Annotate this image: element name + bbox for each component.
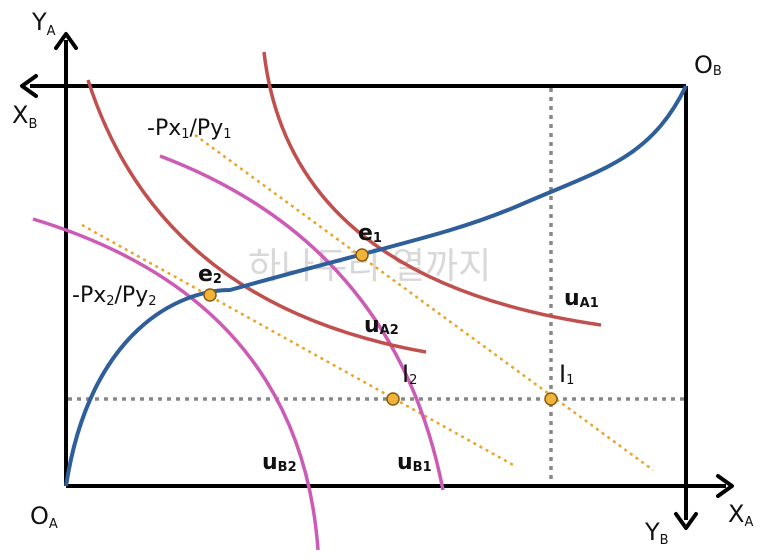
indifference-curve-ub1 bbox=[159, 154, 445, 491]
point-e1 bbox=[355, 248, 369, 262]
y-a-arrowhead bbox=[54, 32, 78, 50]
label-e1: e1 bbox=[358, 221, 382, 246]
price-lines bbox=[81, 133, 654, 472]
point-i1 bbox=[544, 392, 558, 406]
point-i2 bbox=[386, 392, 400, 406]
a-indifference-curves bbox=[86, 51, 602, 354]
label-i2: I2 bbox=[402, 360, 417, 388]
label-y-b: YB bbox=[644, 518, 669, 548]
equilibrium-points bbox=[203, 248, 558, 406]
price-line-2 bbox=[81, 223, 516, 468]
label-ub2: uB2 bbox=[262, 450, 297, 475]
label-o-a: OA bbox=[30, 502, 58, 532]
y-b-arrowhead bbox=[674, 512, 698, 530]
contract-curve bbox=[64, 85, 688, 487]
label-price-ratio-1: -Px1/Py1 bbox=[147, 116, 232, 142]
label-x-b: XB bbox=[12, 101, 37, 132]
edgeworth-box-frame bbox=[30, 40, 726, 520]
label-i1: I1 bbox=[559, 360, 574, 388]
indifference-curve-ub2 bbox=[32, 217, 320, 551]
label-y-a: YA bbox=[31, 8, 56, 39]
label-ub1: uB1 bbox=[397, 450, 432, 475]
endowment-guides bbox=[68, 88, 684, 484]
label-x-a: XA bbox=[728, 500, 753, 530]
point-e2 bbox=[203, 288, 217, 302]
label-ua1: uA1 bbox=[564, 286, 599, 311]
label-ua2: uA2 bbox=[364, 313, 399, 338]
x-b-arrowhead bbox=[20, 74, 38, 98]
label-e2: e2 bbox=[198, 262, 222, 287]
label-price-ratio-2: -Px2/Py2 bbox=[72, 283, 157, 309]
indifference-curve-ua1 bbox=[262, 51, 602, 327]
indifference-curve-ua2 bbox=[86, 79, 427, 354]
x-a-arrowhead bbox=[716, 474, 734, 498]
axis-arrowheads bbox=[20, 32, 734, 530]
b-indifference-curves bbox=[32, 154, 445, 551]
label-o-b: OB bbox=[694, 51, 722, 79]
